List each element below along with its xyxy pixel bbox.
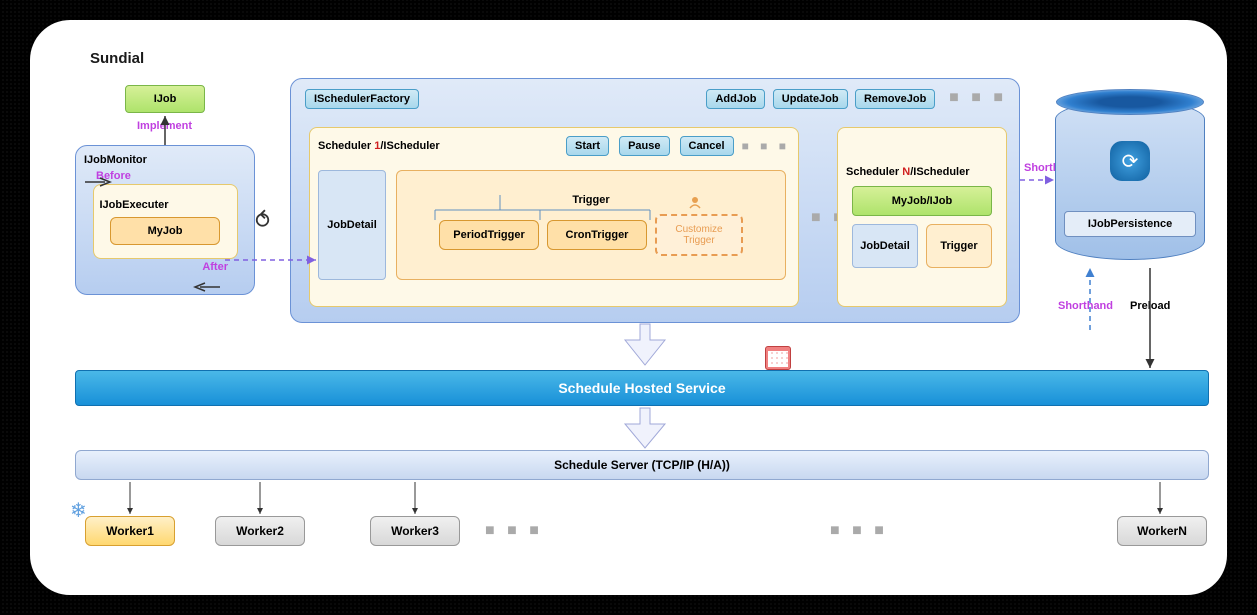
start-button[interactable]: Start [566,136,609,156]
scheduler1-title: Scheduler 1/IScheduler [318,140,440,152]
factory-title: ISchedulerFactory [305,89,419,109]
schedulerN-box: Scheduler N/IScheduler MyJob/IJob JobDet… [837,127,1007,307]
ijobexecuter-box: IJobExecuter MyJob [93,184,238,259]
trigger-container: Trigger PeriodTrigger CronTrigger Custom… [396,170,786,280]
updatejob-button[interactable]: UpdateJob [773,89,848,109]
job-more-dots: ■ ■ ■ [941,89,1007,106]
ijobmonitor-panel: IJobMonitor Before IJobExecuter MyJob Af… [75,145,255,295]
calendar-icon [765,346,791,370]
diagram-canvas: Sundial IJob Implement IJobMonitor Befor… [30,20,1227,595]
persistence-box: IJobPersistence [1064,211,1196,237]
trigger-label: Trigger [572,194,609,206]
sched1-more-dots: ■ ■ ■ [742,139,790,153]
cancel-button[interactable]: Cancel [680,136,734,156]
implement-label: Implement [137,120,192,132]
worker1-box: Worker1 [85,516,175,546]
gear-icon: ❄ [70,498,87,523]
shorthand2-label: Shorthand [1058,300,1113,312]
removejob-button[interactable]: RemoveJob [855,89,935,109]
worker3-box: Worker3 [370,516,460,546]
myjob-box: MyJob [110,217,220,245]
before-label: Before [96,170,246,182]
worker-dots1: ■ ■ ■ [485,522,543,540]
worker-dots2: ■ ■ ■ [830,522,888,540]
executer-label: IJobExecuter [100,199,169,211]
diagram-title: Sundial [90,50,144,67]
monitor-title: IJobMonitor [84,154,246,166]
scheduler1-box: Scheduler 1/IScheduler Start Pause Cance… [309,127,799,307]
jobdetail-box: JobDetail [318,170,386,280]
db-cylinder: ⟳ IJobPersistence [1055,100,1205,260]
addjob-button[interactable]: AddJob [706,89,765,109]
trigger-n-box: Trigger [926,224,992,268]
workerN-box: WorkerN [1117,516,1207,546]
preload-label: Preload [1130,300,1170,312]
periodtrigger-box: PeriodTrigger [439,220,539,250]
hosted-service-bar: Schedule Hosted Service [75,370,1209,406]
factory-panel: ISchedulerFactory AddJob UpdateJob Remov… [290,78,1020,323]
jobdetail-n-box: JobDetail [852,224,918,268]
customizetrigger-box: Customize Trigger [655,214,743,256]
schedulerN-title: Scheduler N/IScheduler [846,166,970,178]
myjob-ijob-box: MyJob/IJob [852,186,992,216]
db-sync-icon: ⟳ [1110,141,1150,181]
worker2-box: Worker2 [215,516,305,546]
crontrigger-box: CronTrigger [547,220,647,250]
after-label: After [84,261,228,273]
loop-icon: ⥀ [255,208,270,234]
schedule-server-bar: Schedule Server (TCP/IP (H/A)) [75,450,1209,480]
pause-button[interactable]: Pause [619,136,669,156]
ijob-box: IJob [125,85,205,113]
